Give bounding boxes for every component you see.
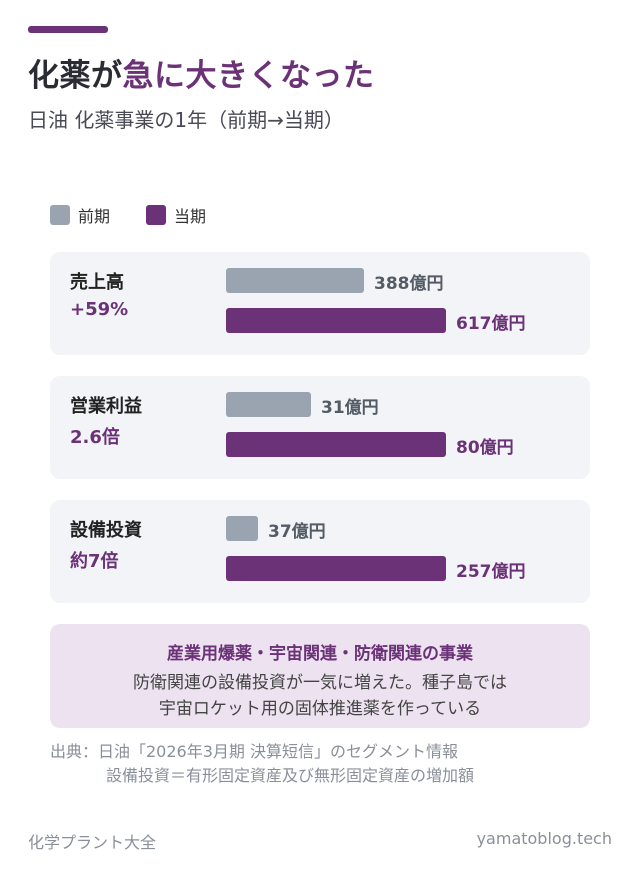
- source-note: 出典：日油「2026年3月期 決算短信」のセグメント情報 設備投資＝有形固定資産…: [50, 740, 474, 788]
- legend-swatch-curr: [146, 205, 167, 225]
- bar-curr: [226, 432, 446, 457]
- note-body: 防衛関連の設備投資が一気に増えた。種子島では 宇宙ロケット用の固体推進薬を作って…: [50, 670, 590, 722]
- bar-prev: [226, 268, 364, 293]
- bar-label-curr: 257億円: [456, 562, 526, 582]
- bar-label-curr: 80億円: [456, 438, 514, 458]
- legend-item-prev: 前期: [50, 203, 110, 227]
- title-part2: 急に大きくなった: [122, 58, 375, 94]
- bar-label-prev: 31億円: [321, 398, 379, 418]
- accent-bar: [28, 26, 108, 33]
- legend-label-curr: 当期: [174, 207, 207, 226]
- source-line-2: 設備投資＝有形固定資産及び無形固定資産の増加額: [106, 766, 475, 785]
- metric-name: 売上高: [70, 272, 124, 293]
- metric-card-capex: 設備投資 約7倍 37億円 257億円: [50, 500, 590, 603]
- note-title: 産業用爆薬・宇宙関連・防衛関連の事業: [167, 644, 473, 664]
- footer-brand: 化学プラント大全: [28, 833, 157, 852]
- bar-label-curr: 617億円: [456, 314, 526, 334]
- note-box: 産業用爆薬・宇宙関連・防衛関連の事業 防衛関連の設備投資が一気に増えた。種子島で…: [50, 624, 590, 728]
- legend-swatch-prev: [50, 205, 70, 225]
- bar-prev: [226, 516, 258, 541]
- metric-card-sales: 売上高 +59% 388億円 617億円: [50, 252, 590, 355]
- metric-name: 営業利益: [70, 396, 142, 417]
- title-part1: 化薬が: [28, 58, 123, 94]
- note-line-2: 宇宙ロケット用の固体推進薬を作っている: [158, 699, 482, 719]
- page-subtitle: 日油 化薬事業の1年（前期→当期）: [28, 108, 344, 132]
- legend-item-curr: 当期: [146, 203, 206, 227]
- bar-curr: [226, 308, 446, 333]
- metric-change: +59%: [70, 299, 129, 320]
- footer-site: yamatoblog.tech: [476, 829, 612, 848]
- bar-label-prev: 37億円: [268, 522, 326, 542]
- bar-label-prev: 388億円: [374, 274, 444, 294]
- page-title: 化薬が急に大きくなった: [28, 50, 375, 95]
- legend-label-prev: 前期: [78, 207, 111, 226]
- metric-change: 約7倍: [70, 551, 119, 572]
- metric-change: 2.6倍: [70, 427, 120, 448]
- metric-name: 設備投資: [70, 520, 142, 541]
- source-line-1: 出典：日油「2026年3月期 決算短信」のセグメント情報: [50, 742, 458, 761]
- legend: 前期 当期: [50, 203, 206, 227]
- bar-curr: [226, 556, 446, 581]
- metric-card-operating-profit: 営業利益 2.6倍 31億円 80億円: [50, 376, 590, 479]
- bar-prev: [226, 392, 311, 417]
- note-line-1: 防衛関連の設備投資が一気に増えた。種子島では: [133, 673, 507, 693]
